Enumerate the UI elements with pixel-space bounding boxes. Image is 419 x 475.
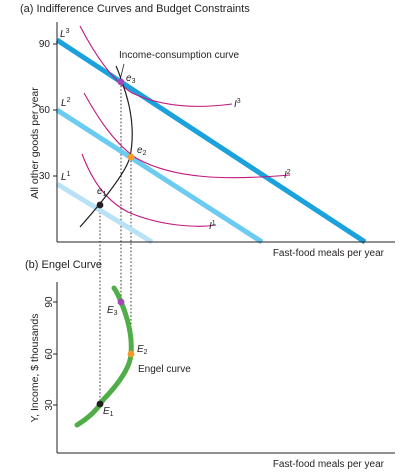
panel-b-ytick-90: 90 [44,296,55,308]
panel-a-ytick-90: 90 [39,39,51,50]
curve-label-leader [119,63,125,81]
income-consumption-label: Income-consumption curve [119,50,239,61]
label-i2: I2 [284,169,291,181]
label-i3: I3 [234,98,241,110]
panel-a-ylabel: All other goods per year [29,87,41,199]
budget-line-l3 [55,37,367,245]
label-E2: E2 [137,344,148,356]
label-e2: e2 [137,145,147,157]
label-e1: e1 [97,186,107,198]
label-E1: E1 [103,406,114,418]
indifference-curve-i3 [79,25,233,107]
panel-a-ytick-60: 60 [39,105,51,116]
engel-curve [74,285,134,428]
point-E1 [96,400,104,408]
engel-curve-label: Engel curve [138,364,191,375]
label-l1: L1 [61,171,71,183]
label-l2: L2 [61,97,71,109]
point-E2 [127,350,135,358]
income-consumption-curve [79,65,133,228]
point-E3 [117,298,125,306]
point-e2 [127,153,135,161]
label-l3: L3 [60,28,70,40]
label-i1: I1 [209,220,216,232]
panel-b-ytick-30: 30 [44,399,55,411]
panel-b-title: (b) Engel Curve [25,259,102,271]
guide-lines [99,82,132,405]
panel-a-title: (a) Indifference Curves and Budget Const… [20,3,250,15]
indifference-curves [79,25,291,227]
point-e3 [117,78,125,86]
indifference-curve-i1 [81,153,217,227]
panel-a-xlabel: Fast-food meals per year [273,248,385,259]
budget-line-l2 [55,107,264,245]
indifference-curve-i2 [83,92,291,179]
label-e3: e3 [126,73,136,85]
panel-b-ylabel: Y, Income, $ thousands [29,314,41,423]
budget-line-l1 [55,181,154,245]
label-E3: E3 [107,305,118,317]
panel-b-xlabel: Fast-food meals per year [273,459,385,470]
panel-b-ytick-60: 60 [44,348,55,360]
panel-a-axes [53,22,395,243]
panel-a-ytick-30: 30 [39,171,51,182]
panel-b-axes [53,282,395,454]
point-e1 [96,201,104,209]
